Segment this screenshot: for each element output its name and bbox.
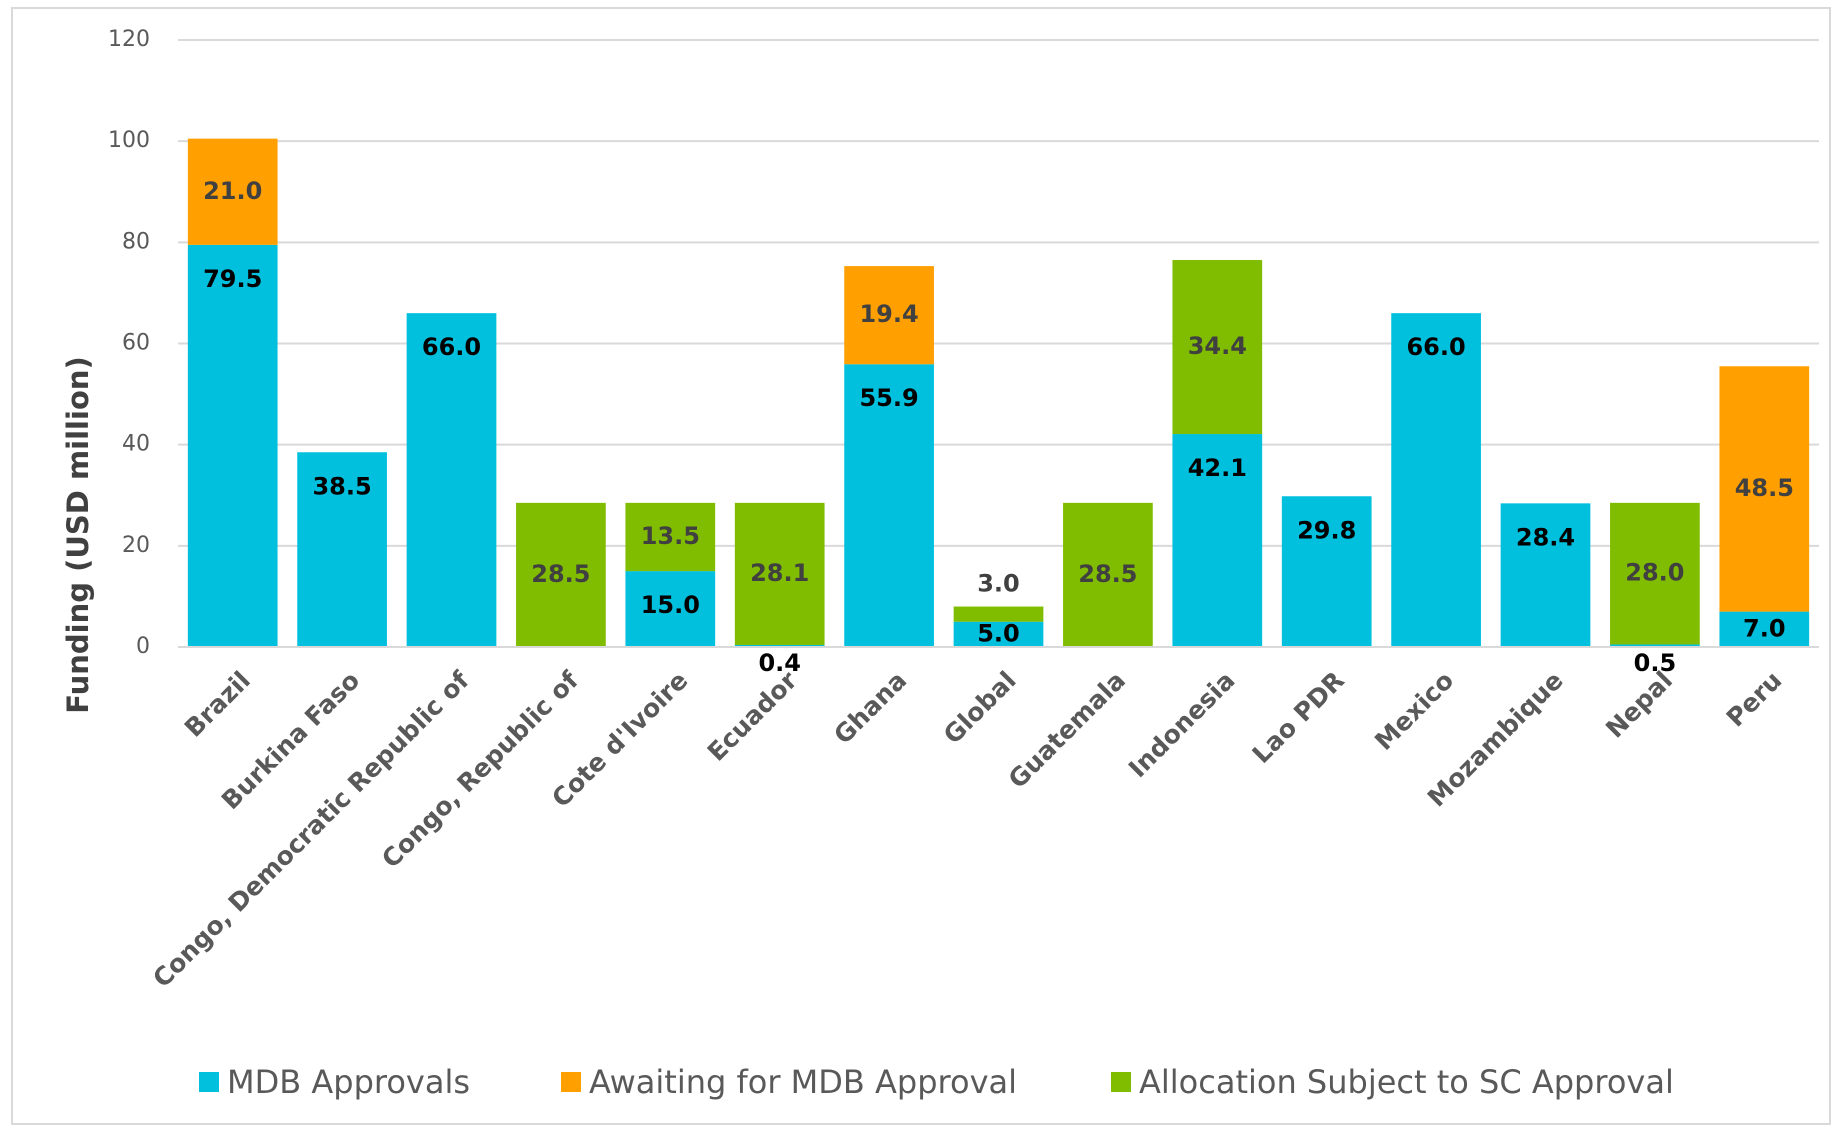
data-label: 0.4 (758, 649, 801, 677)
data-label: 28.0 (1625, 559, 1684, 587)
bar-segment (406, 313, 497, 647)
y-tick-label: 60 (122, 331, 150, 356)
data-label: 28.4 (1516, 523, 1575, 551)
bar-segment (953, 621, 1044, 647)
legend-swatch (199, 1072, 219, 1092)
legend-label: MDB Approvals (227, 1063, 470, 1101)
legend-label: Awaiting for MDB Approval (589, 1063, 1017, 1101)
data-label: 42.1 (1188, 454, 1247, 482)
bar-segment (625, 502, 716, 572)
y-tick-label: 40 (122, 432, 150, 457)
data-label: 79.5 (203, 265, 262, 293)
data-label: 34.4 (1188, 332, 1247, 360)
bar-segment (625, 571, 716, 647)
bar-segment (1281, 496, 1372, 647)
data-label: 38.5 (312, 472, 371, 500)
y-tick-label: 80 (122, 229, 150, 254)
data-label: 7.0 (1743, 614, 1786, 642)
data-label: 19.4 (859, 300, 918, 328)
data-label: 15.0 (641, 591, 700, 619)
y-axis-title: Funding (USD million) (61, 356, 95, 714)
legend-swatch (561, 1072, 581, 1092)
data-label: 28.5 (531, 560, 590, 588)
data-label: 3.0 (977, 570, 1020, 598)
data-label: 28.5 (1078, 560, 1137, 588)
y-tick-label: 20 (122, 533, 150, 558)
bar-segment (187, 244, 278, 648)
bar-segment (734, 644, 825, 647)
bar-segment (844, 266, 934, 365)
bar-segment (1500, 503, 1591, 647)
bar-segment (1719, 366, 1810, 612)
bar-segment (1610, 502, 1700, 645)
data-label: 66.0 (1406, 333, 1465, 361)
data-label: 0.5 (1634, 649, 1677, 677)
y-tick-label: 120 (108, 27, 150, 52)
bar-segment (187, 138, 278, 245)
data-label: 5.0 (977, 619, 1020, 647)
bar-segment (1063, 502, 1153, 647)
y-tick-label: 0 (136, 634, 150, 659)
bar-segment (844, 364, 934, 647)
bar-segment (516, 502, 606, 647)
data-label: 21.0 (203, 177, 262, 205)
legend-swatch (1111, 1072, 1131, 1092)
data-label: 48.5 (1735, 474, 1794, 502)
bar-segment (1391, 313, 1481, 647)
bar-segment (1172, 434, 1263, 647)
bar-segment (953, 606, 1044, 622)
data-label: 55.9 (859, 384, 918, 412)
y-tick-label: 100 (108, 128, 150, 153)
data-label: 66.0 (422, 333, 481, 361)
data-label: 28.1 (750, 559, 809, 587)
bar-segment (734, 502, 825, 645)
data-label: 29.8 (1297, 516, 1356, 544)
bar-segment (297, 452, 387, 647)
data-label: 13.5 (641, 522, 700, 550)
legend-label: Allocation Subject to SC Approval (1139, 1063, 1674, 1101)
bar-segment (1719, 611, 1810, 647)
bar-segment (1172, 260, 1263, 435)
bar-segment (1610, 644, 1700, 647)
